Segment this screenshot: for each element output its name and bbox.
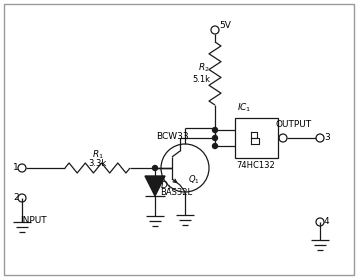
Text: 3: 3 [324,133,330,141]
Text: $D_1$: $D_1$ [160,179,173,191]
Text: 5.1k: 5.1k [192,76,210,85]
Text: 2: 2 [13,194,19,203]
Text: $R_2$: $R_2$ [198,62,210,74]
Text: 74HC132: 74HC132 [236,161,275,170]
Text: $Q_1$: $Q_1$ [188,173,200,186]
Polygon shape [145,176,165,196]
Text: OUTPUT: OUTPUT [276,120,312,129]
Text: 5V: 5V [219,21,231,30]
Text: $R_1$: $R_1$ [92,149,103,161]
Text: 3.3k: 3.3k [88,158,107,167]
Circle shape [213,143,218,148]
Circle shape [153,165,158,170]
Text: BAS32L: BAS32L [160,188,192,197]
Text: 1: 1 [13,163,19,172]
Text: $IC_1$: $IC_1$ [237,102,251,114]
Text: INPUT: INPUT [20,216,47,225]
Text: 4: 4 [324,218,330,227]
Text: BCW33: BCW33 [156,132,189,141]
Circle shape [213,128,218,133]
Bar [235,118,278,158]
Circle shape [213,136,218,141]
